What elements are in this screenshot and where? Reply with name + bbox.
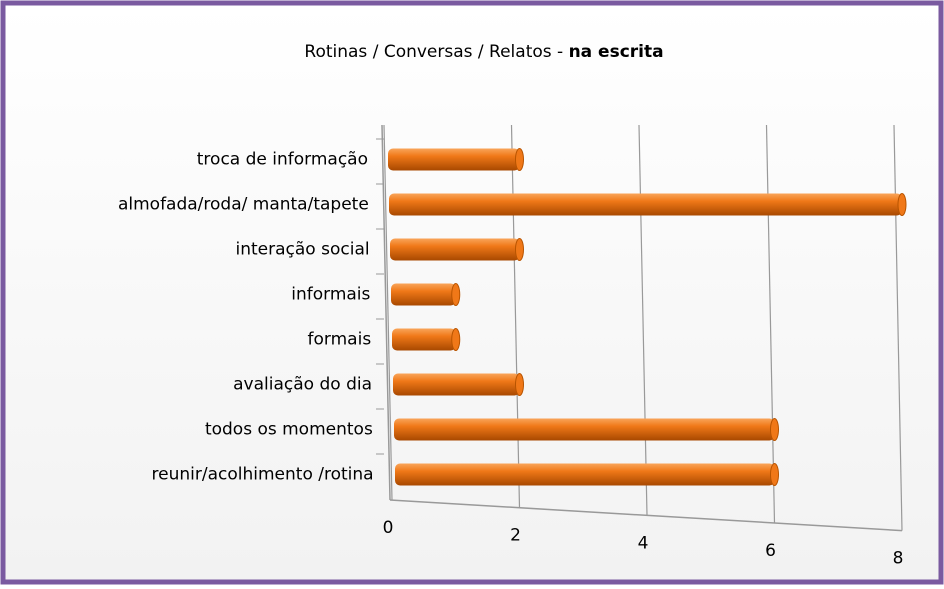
title-emphasis: na escrita — [569, 42, 664, 62]
y-tick-label: avaliação do dia — [233, 375, 372, 395]
bar-body — [389, 193, 902, 216]
bar-cap — [515, 238, 524, 261]
x-axis — [389, 499, 903, 532]
bar-cap — [451, 283, 461, 306]
y-tick-label: informais — [291, 285, 370, 305]
bar — [388, 148, 524, 171]
bar-cap — [770, 463, 779, 486]
grid-line — [510, 124, 521, 508]
y-tick-label: formais — [308, 330, 372, 350]
y-axis — [381, 124, 391, 501]
grid-line — [765, 124, 776, 523]
x-tick-label: 6 — [765, 541, 776, 561]
bar-body — [392, 328, 456, 351]
bar-cap — [515, 373, 524, 396]
bar — [391, 283, 461, 306]
grid-line — [893, 124, 903, 531]
bar-body — [395, 463, 775, 486]
bar — [389, 193, 907, 216]
y-tick-label: reunir/acolhimento /rotina — [152, 465, 374, 485]
bar — [395, 463, 779, 486]
bar — [393, 373, 524, 396]
bar — [390, 238, 524, 261]
y-tick-label: troca de informação — [197, 150, 368, 170]
bar-body — [390, 238, 520, 261]
bar — [392, 328, 461, 351]
x-tick-label: 4 — [638, 533, 649, 553]
x-tick-label: 0 — [383, 518, 394, 538]
y-tick-label: interação social — [236, 240, 370, 260]
bar-cap — [897, 193, 907, 216]
bar-cap — [515, 148, 524, 171]
y-tick-label: almofada/roda/ manta/tapete — [118, 195, 369, 215]
bar-body — [393, 373, 520, 396]
bar-body — [394, 418, 775, 441]
chart-title: Rotinas / Conversas / Relatos - na escri… — [304, 42, 663, 62]
bar-cap — [770, 418, 779, 441]
bar-cap — [451, 328, 461, 351]
title-part: Rotinas / Conversas / Relatos - — [304, 42, 568, 62]
y-tick-label: todos os momentos — [205, 420, 373, 440]
x-tick-label: 8 — [893, 549, 904, 569]
grid-line — [638, 124, 648, 516]
bar — [394, 418, 779, 441]
bar-body — [388, 148, 520, 171]
x-tick-label: 2 — [510, 526, 521, 546]
grid-line — [383, 124, 393, 501]
bar-body — [391, 283, 456, 306]
